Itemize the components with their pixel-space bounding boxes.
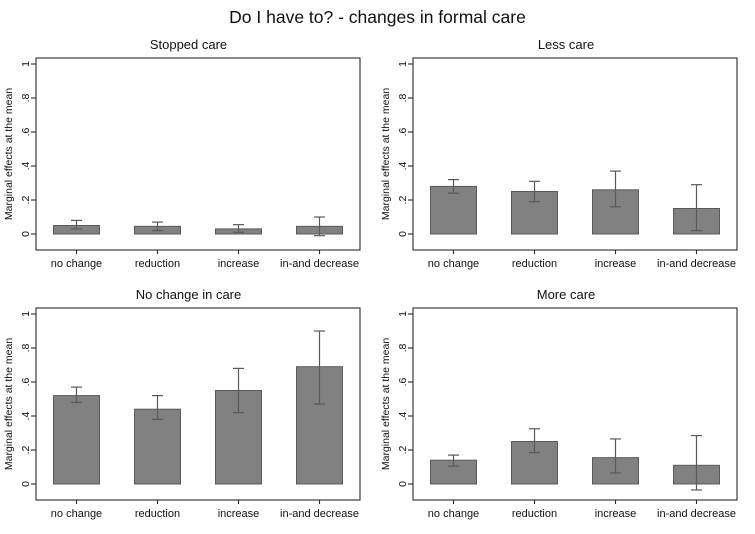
y-tick-label: 1 [20,61,32,67]
subplot-no-change-in-care: No change in care 0 .2 .4 .6 .8 1 Marginal eff… [0,282,377,532]
subplot-stopped-care: Stopped care 0 .2 .4 .6 .8 1 Marginal effects … [0,32,377,282]
x-tick-label: reduction [512,258,557,270]
x-tick-label: no change [51,508,102,520]
y-tick-label: 1 [397,61,409,67]
y-tick-label: .2 [20,445,32,454]
figure-title: Do I have to? - changes in formal care [229,7,526,27]
x-tick-label: in-and decrease [280,508,359,520]
y-axis-label: Marginal effects at the mean [380,338,392,470]
bar-reduction [134,408,181,485]
y-tick-label: 0 [20,231,32,237]
plot-box [35,307,361,501]
plot-box [412,307,738,501]
y-tick-label: .6 [20,127,32,136]
x-tick-label: reduction [135,508,180,520]
plot-box [35,57,361,251]
subplot-title-no-change-in-care: No change in care [135,287,242,302]
y-tick-label: 0 [397,481,409,487]
stopped-care-plot: 0 .2 .4 .6 .8 1 Marginal effects at the mean no… [3,57,361,270]
less-care-plot: 0 .2 .4 .6 .8 1 Marginal effects at the mean no… [380,57,738,270]
y-tick-label: .6 [397,377,409,386]
x-tick-label: reduction [135,258,180,270]
y-tick-label: .2 [397,445,409,454]
plot-box [412,57,738,251]
y-tick-label: 0 [397,231,409,237]
x-tick-label: increase [595,508,637,520]
y-tick-label: .8 [397,343,409,352]
y-tick-label: .4 [20,161,32,170]
y-axis-label: Marginal effects at the mean [3,338,15,470]
y-tick-label: .4 [397,161,409,170]
y-tick-label: .4 [20,411,32,420]
y-tick-label: 1 [397,311,409,317]
subplot-title-stopped-care: Stopped care [149,37,228,52]
subplot-title-less-care: Less care [537,37,595,52]
no-change-in-care-plot: 0 .2 .4 .6 .8 1 Marginal effects at the mean no… [3,307,361,520]
y-tick-label: .2 [20,195,32,204]
x-tick-label: no change [51,258,102,270]
x-tick-label: no change [428,258,479,270]
y-tick-label: .8 [397,93,409,102]
subplot-grid: Stopped care 0 .2 .4 .6 .8 1 Marginal effects … [0,32,755,532]
x-tick-label: no change [428,508,479,520]
y-tick-label: .2 [397,195,409,204]
x-tick-label: in-and decrease [657,258,736,270]
bar-no-change [53,395,100,485]
x-tick-label: increase [595,258,637,270]
x-tick-label: increase [218,258,260,270]
bar-no-change [430,185,477,235]
y-tick-label: .6 [20,377,32,386]
subplot-more-care: More care 0 .2 .4 .6 .8 1 Marginal effects at … [377,282,755,532]
y-tick-label: .8 [20,343,32,352]
x-tick-label: reduction [512,508,557,520]
y-tick-label: .6 [397,127,409,136]
subplot-less-care: Less care 0 .2 .4 .6 .8 1 Marginal effects at … [377,32,755,282]
x-tick-label: increase [218,508,260,520]
y-axis-label: Marginal effects at the mean [3,88,15,220]
x-tick-label: in-and decrease [280,258,359,270]
y-tick-label: 0 [20,481,32,487]
more-care-plot: 0 .2 .4 .6 .8 1 Marginal effects at the mean no… [380,307,738,520]
y-tick-label: 1 [20,311,32,317]
x-tick-label: in-and decrease [657,508,736,520]
y-axis-label: Marginal effects at the mean [380,88,392,220]
y-tick-label: .4 [397,411,409,420]
y-tick-label: .8 [20,93,32,102]
subplot-title-more-care: More care [536,287,596,302]
